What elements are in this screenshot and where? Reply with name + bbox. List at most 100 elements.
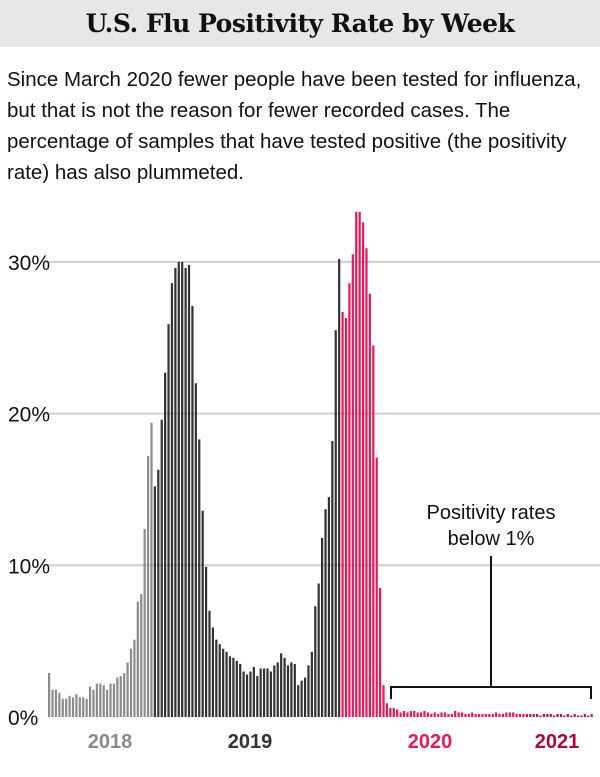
bar [529, 713, 532, 717]
bar [276, 662, 279, 717]
bar [82, 697, 85, 717]
bar [491, 713, 494, 717]
bar [501, 713, 505, 717]
bar [157, 469, 160, 717]
bar [505, 712, 508, 717]
bar [348, 283, 351, 717]
bar [143, 528, 146, 717]
bar [573, 713, 576, 717]
bar [58, 692, 61, 717]
bar [245, 674, 249, 717]
bar [297, 685, 300, 717]
bar [242, 671, 245, 717]
bar [92, 689, 95, 717]
bar [317, 583, 320, 717]
bar [307, 665, 310, 717]
bar [525, 713, 528, 717]
bar [208, 610, 211, 717]
annotation-text: Positivity rates below 1% [391, 500, 591, 552]
bar [556, 713, 559, 717]
bar [389, 707, 392, 717]
bar [334, 330, 337, 717]
bar [136, 601, 139, 717]
bar [164, 372, 167, 717]
bar [426, 712, 430, 717]
bar [361, 222, 365, 717]
bar [368, 293, 371, 717]
bar [549, 713, 552, 717]
bar [460, 712, 464, 717]
bar [204, 566, 208, 717]
x-tick-label: 2018 [88, 731, 133, 753]
bar [225, 651, 228, 717]
bar [570, 715, 573, 717]
chart-title: U.S. Flu Positivity Rate by Week [85, 9, 515, 38]
bar [590, 713, 593, 717]
bar [559, 713, 563, 717]
bar [467, 713, 470, 717]
bar [331, 440, 334, 717]
y-tick-label: 20% [8, 404, 50, 427]
bar [119, 676, 122, 717]
bar [177, 261, 180, 717]
bar [102, 685, 105, 717]
bar [184, 267, 187, 717]
bar [563, 715, 566, 717]
bar [181, 261, 184, 717]
bar [65, 698, 68, 717]
bar [512, 712, 515, 717]
bar [232, 657, 235, 717]
bar [133, 639, 136, 717]
annotation-bracket [390, 686, 592, 699]
bar [423, 710, 426, 717]
bar [580, 715, 583, 717]
bar [68, 695, 71, 717]
bar [440, 712, 443, 717]
y-tick-label: 30% [8, 252, 50, 275]
bar [392, 707, 395, 717]
bar [484, 713, 488, 717]
bar [382, 685, 385, 717]
bar [314, 606, 317, 717]
bar [413, 710, 416, 717]
bar [351, 254, 354, 717]
bar [587, 715, 590, 717]
bar [51, 689, 54, 717]
bar [300, 680, 303, 717]
bar [273, 665, 276, 717]
bar [218, 644, 221, 717]
bar [385, 703, 389, 717]
bar [187, 264, 191, 717]
bar [341, 311, 344, 717]
bar [437, 713, 440, 717]
bar [85, 698, 88, 717]
bar [88, 686, 92, 717]
bar [286, 665, 290, 717]
chart-subtitle: Since March 2020 fewer people have been … [7, 68, 582, 184]
bar [283, 657, 286, 717]
bar [416, 712, 419, 717]
bar [443, 712, 447, 717]
bar [160, 419, 163, 717]
bar [153, 486, 157, 717]
bar [211, 627, 215, 717]
bar [522, 713, 525, 717]
bar [198, 439, 201, 717]
bar [324, 509, 327, 717]
bar [457, 712, 460, 717]
annotation-line-1: Positivity rates [426, 502, 556, 524]
bar [75, 694, 78, 717]
bar [61, 698, 64, 717]
bar [262, 668, 266, 717]
bar [116, 677, 119, 717]
bar [542, 713, 546, 717]
bar [71, 697, 75, 717]
bar [358, 211, 361, 718]
bar [194, 383, 197, 717]
bar [498, 713, 501, 717]
bar [495, 712, 498, 717]
bar [344, 318, 348, 717]
bar [269, 671, 273, 717]
bar [150, 422, 153, 717]
